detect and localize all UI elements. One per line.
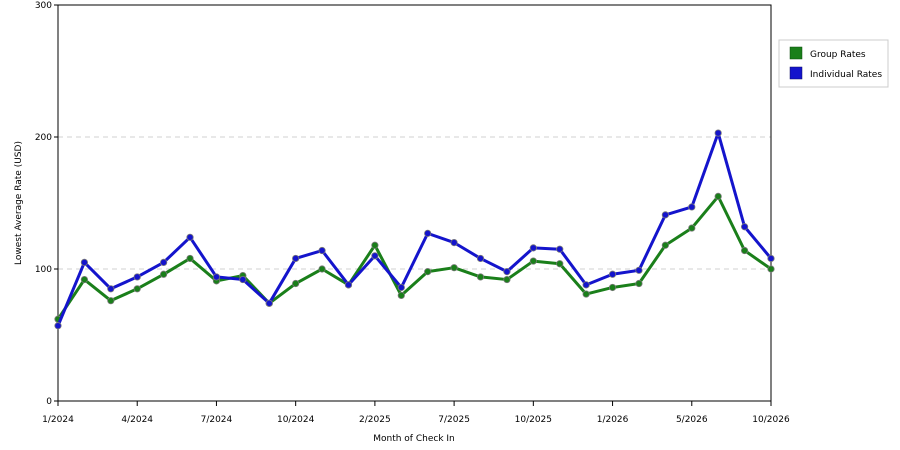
legend-label-individual-rates: Individual Rates: [810, 70, 882, 80]
data-point-group-rates: [608, 283, 617, 292]
data-point-individual-rates: [529, 244, 537, 252]
data-point-individual-rates: [371, 252, 379, 260]
data-point-individual-rates: [556, 245, 564, 253]
data-point-group-rates: [186, 254, 194, 263]
data-point-individual-rates: [107, 285, 115, 293]
series-individual-rates: [54, 129, 775, 330]
data-point-individual-rates: [688, 203, 696, 211]
data-point-individual-rates: [424, 229, 432, 237]
y-axis-title: Lowest Average Rate (USD): [14, 141, 24, 265]
x-tick-label: 7/2025: [438, 415, 470, 425]
data-point-group-rates: [292, 279, 300, 288]
data-point-individual-rates: [635, 266, 643, 274]
data-point-individual-rates: [265, 299, 273, 307]
data-point-group-rates: [740, 246, 749, 255]
data-point-group-rates: [107, 297, 115, 305]
x-tick-label: 7/2024: [201, 415, 233, 425]
data-point-individual-rates: [239, 275, 247, 284]
data-point-individual-rates: [133, 273, 141, 281]
gridlines: [58, 136, 771, 270]
data-point-individual-rates: [292, 254, 300, 263]
y-tick-label: 100: [35, 265, 52, 275]
data-point-group-rates: [582, 290, 590, 298]
data-point-individual-rates: [740, 223, 749, 231]
data-point-group-rates: [133, 285, 141, 293]
data-point-group-rates: [688, 224, 696, 232]
data-point-group-rates: [635, 279, 643, 288]
data-point-group-rates: [160, 270, 168, 278]
x-tick-label: 4/2024: [121, 415, 153, 425]
series-layer: [54, 129, 775, 330]
x-tick-label: 1/2024: [42, 415, 74, 425]
data-point-group-rates: [714, 192, 722, 200]
legend-label-group-rates: Group Rates: [810, 50, 866, 60]
data-point-group-rates: [424, 268, 432, 276]
data-point-group-rates: [661, 241, 669, 249]
data-point-group-rates: [397, 291, 405, 299]
data-point-individual-rates: [661, 211, 669, 219]
y-axis-ticks: 0 100 200 300: [35, 1, 58, 407]
x-tick-label: 10/2025: [515, 415, 552, 425]
plot-frame: [57, 4, 772, 402]
data-point-group-rates: [556, 260, 564, 268]
data-point-individual-rates: [608, 270, 617, 278]
legend-swatch-individual-rates: [789, 66, 803, 80]
data-point-individual-rates: [767, 254, 775, 263]
data-point-group-rates: [450, 264, 458, 272]
x-tick-label: 10/2026: [752, 415, 790, 425]
x-axis-ticks: 1/2024 4/2024 7/2024 10/2024 2/2025 7/2025 10/…: [42, 401, 790, 425]
data-point-individual-rates: [80, 258, 89, 266]
data-point-individual-rates: [212, 273, 221, 281]
data-point-individual-rates: [450, 239, 458, 247]
data-point-individual-rates: [186, 233, 194, 241]
x-axis-title: Month of Check In: [373, 434, 455, 444]
data-point-individual-rates: [344, 281, 353, 289]
data-point-group-rates: [371, 241, 379, 249]
y-tick-label: 300: [35, 1, 52, 11]
data-point-individual-rates: [582, 281, 590, 289]
data-point-group-rates: [80, 275, 89, 284]
data-point-individual-rates: [503, 268, 511, 276]
x-tick-label: 1/2026: [597, 415, 629, 425]
data-point-group-rates: [529, 257, 537, 265]
x-tick-label: 5/2026: [676, 415, 708, 425]
data-point-individual-rates: [54, 322, 62, 330]
series-line-individual-rates: [56, 131, 773, 327]
x-tick-label: 10/2024: [277, 415, 315, 425]
data-point-individual-rates: [397, 283, 405, 292]
x-tick-label: 2/2025: [359, 415, 391, 425]
data-point-individual-rates: [476, 254, 485, 263]
y-tick-label: 200: [35, 133, 52, 143]
data-point-group-rates: [476, 273, 485, 281]
legend-swatch-group-rates: [789, 46, 803, 60]
legend: Group Rates Individual Rates: [778, 39, 889, 88]
y-tick-label: 0: [46, 397, 52, 407]
data-point-individual-rates: [160, 258, 168, 266]
data-point-individual-rates: [714, 129, 722, 137]
series-line-group-rates: [56, 194, 772, 320]
data-point-group-rates: [767, 265, 775, 273]
data-point-group-rates: [503, 275, 511, 284]
axes: [57, 4, 772, 402]
data-point-group-rates: [318, 265, 326, 273]
data-point-individual-rates: [318, 246, 326, 255]
